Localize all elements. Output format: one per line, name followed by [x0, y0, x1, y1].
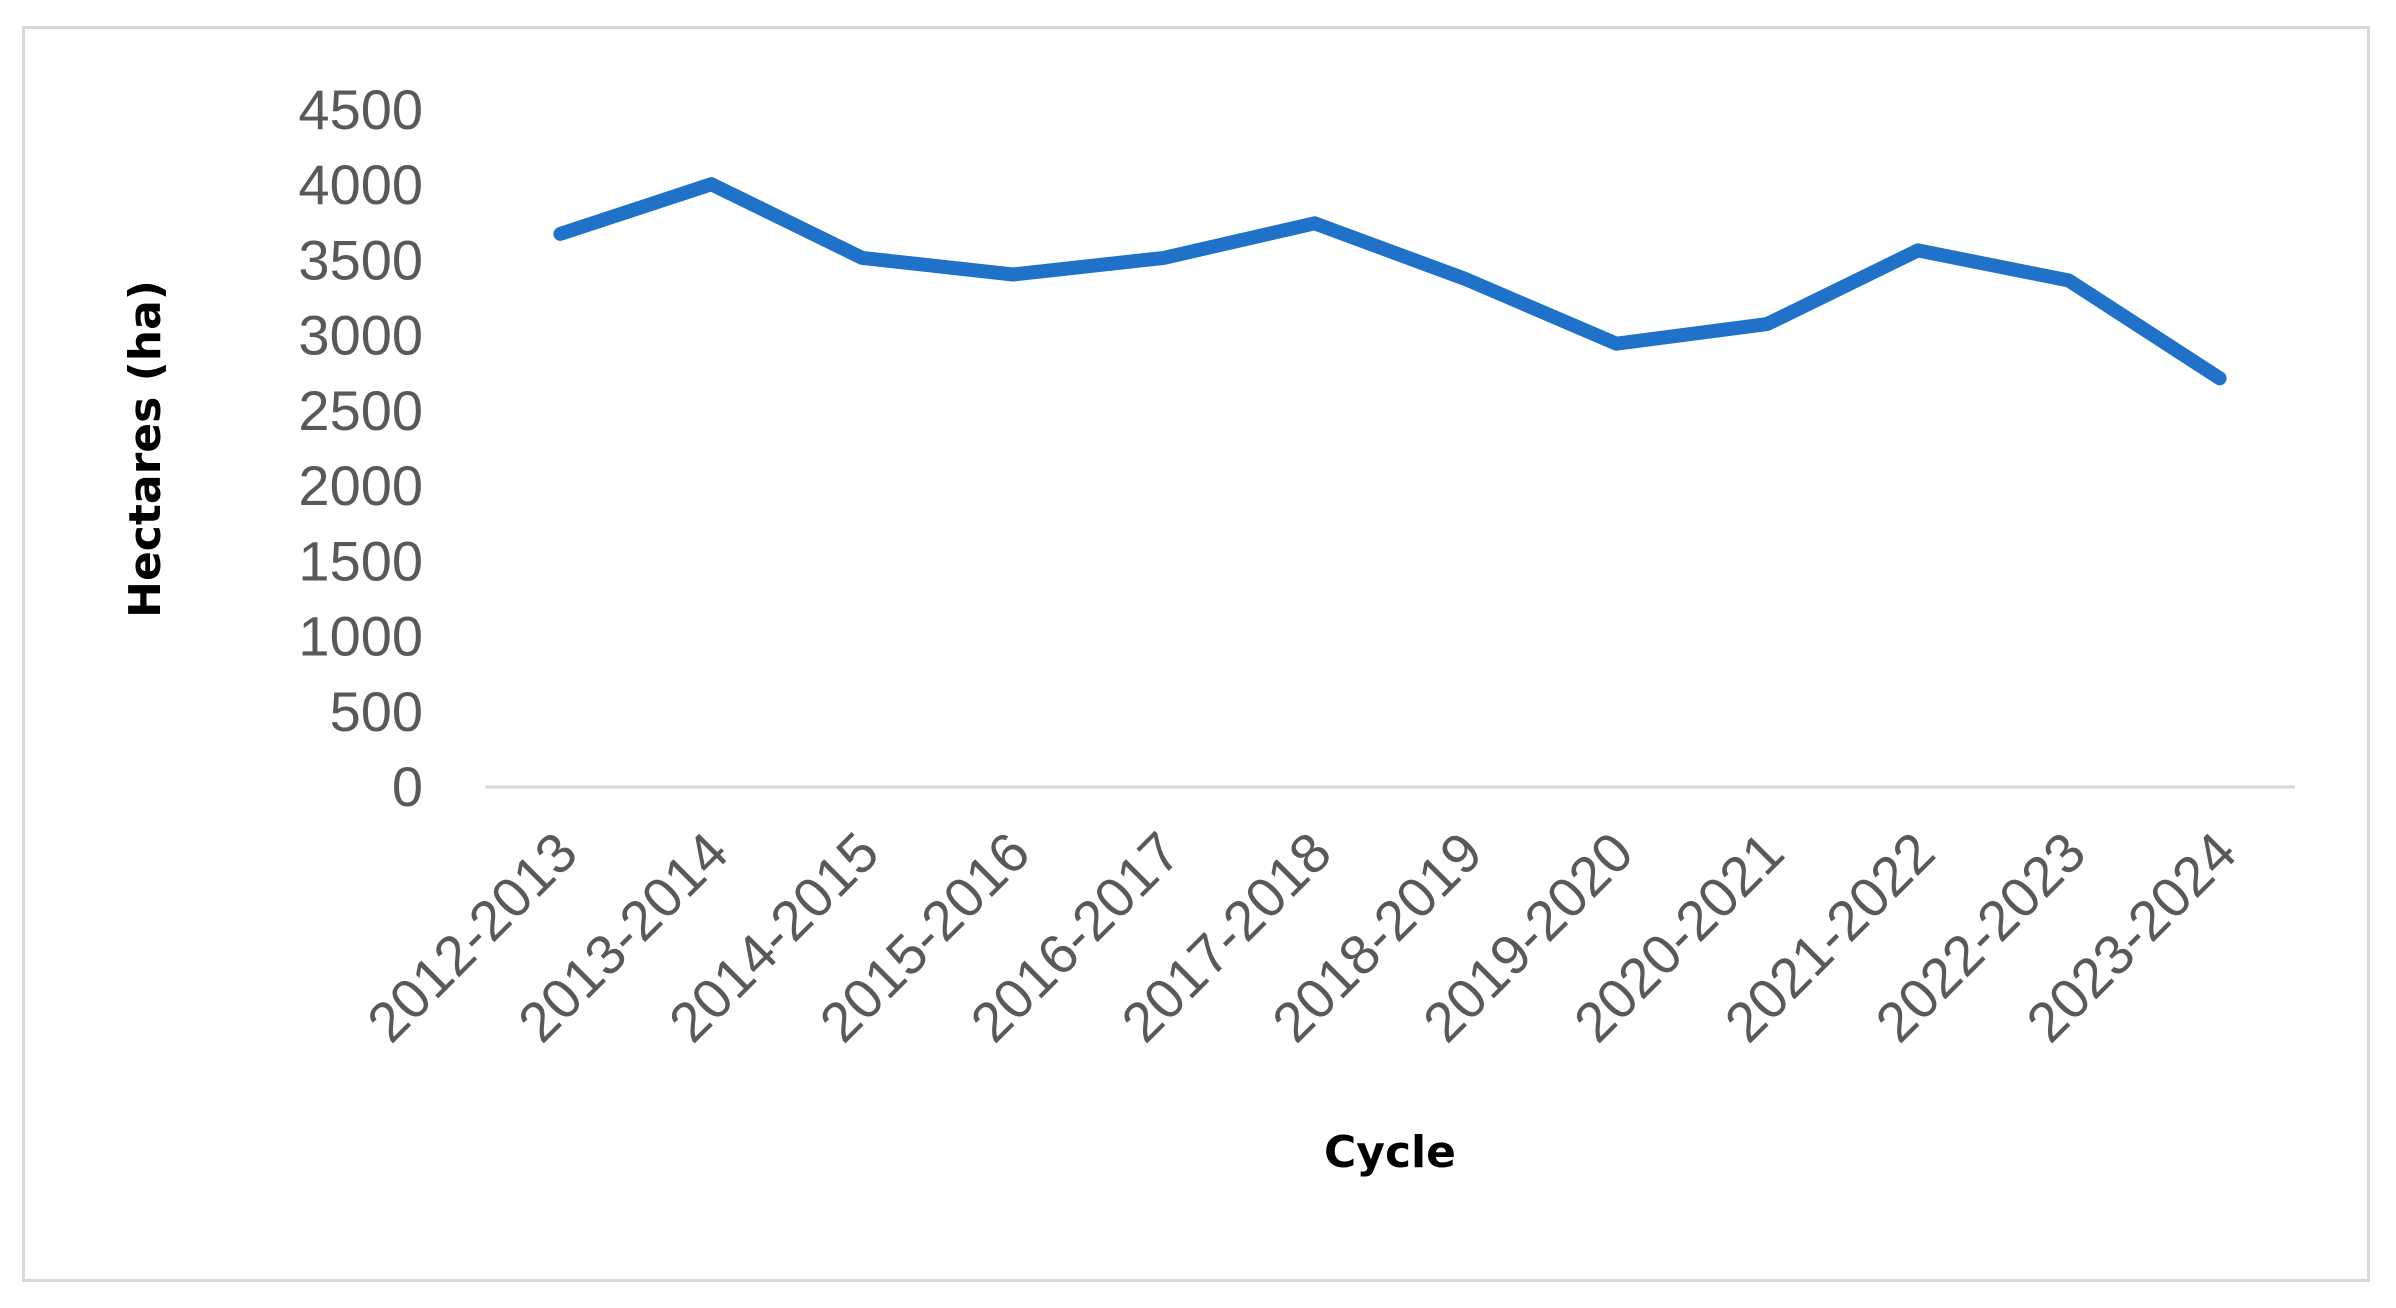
y-tick-label: 500 [330, 680, 423, 743]
y-tick-label: 2500 [298, 379, 423, 442]
y-tick-label: 1500 [298, 529, 423, 592]
y-axis-title: Hectares (ha) [120, 280, 171, 618]
line-chart: 0 500 1000 1500 2000 2500 3000 3500 4000 4500 201… [120, 78, 2295, 1178]
y-tick-label: 4500 [298, 78, 423, 141]
series-line [553, 177, 2227, 386]
x-axis-title: Cycle [1324, 1127, 1456, 1178]
x-axis-ticks: 2012-20132013-20142014-20152015-20162016… [355, 820, 2248, 1054]
chart-frame: 0 500 1000 1500 2000 2500 3000 3500 4000 4500 201… [22, 26, 2370, 1282]
y-tick-label: 3500 [298, 228, 423, 291]
y-tick-label: 2000 [298, 454, 423, 517]
y-tick-label: 3000 [298, 304, 423, 367]
y-tick-label: 4000 [298, 153, 423, 216]
y-axis-ticks: 0 500 1000 1500 2000 2500 3000 3500 4000 4500 [298, 78, 423, 818]
y-tick-label: 0 [392, 755, 423, 818]
y-tick-label: 1000 [298, 605, 423, 668]
